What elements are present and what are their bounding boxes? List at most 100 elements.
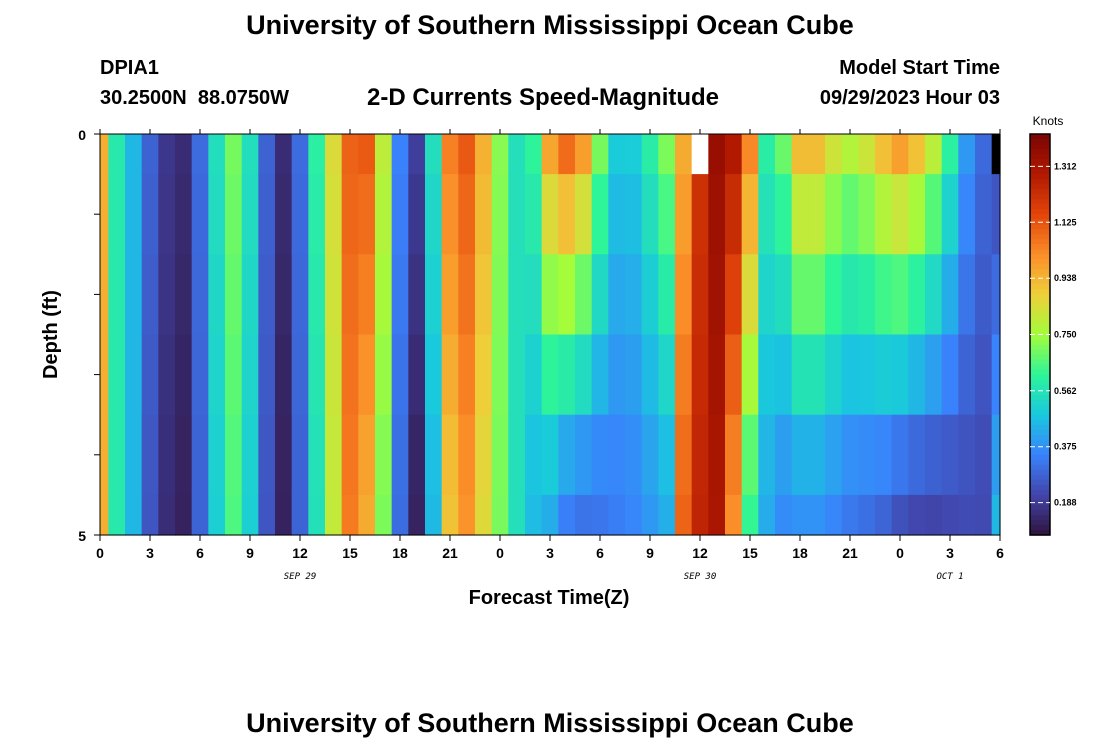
heatmap-cell: [475, 334, 493, 416]
heatmap-cell: [341, 134, 359, 175]
heatmap-cell: [225, 494, 243, 536]
heatmap-cell: [141, 494, 159, 536]
colorbar-segment: [1030, 274, 1050, 280]
heatmap-cell: [875, 414, 893, 496]
heatmap-cell: [325, 134, 343, 175]
heatmap-cell: [525, 494, 543, 536]
heatmap-cell: [125, 134, 143, 175]
heatmap-cell: [175, 134, 193, 175]
heatmap-cell: [358, 414, 376, 496]
colorbar-segment: [1030, 309, 1050, 316]
colorbar-segment: [1030, 494, 1050, 501]
heatmap-cell: [491, 414, 509, 496]
heatmap-cell: [825, 414, 843, 496]
colorbar-segment: [1030, 464, 1050, 471]
heatmap-cell: [908, 334, 926, 416]
heatmap-cell: [208, 494, 226, 536]
heatmap-cell: [691, 254, 709, 336]
heatmap-cell: [591, 494, 609, 536]
heatmap-cell: [441, 494, 459, 536]
colorbar-segment: [1030, 344, 1050, 351]
colorbar-segment: [1030, 404, 1050, 411]
heatmap-cell: [691, 414, 709, 496]
heatmap-cell: [558, 334, 576, 416]
heatmap-cell: [875, 334, 893, 416]
colorbar-title: Knots: [1033, 114, 1064, 128]
heatmap-cell: [241, 254, 259, 336]
heatmap-cell: [741, 334, 759, 416]
heatmap-cell: [208, 334, 226, 416]
heatmap-cell: [641, 334, 659, 416]
heatmap-cell: [991, 494, 1001, 536]
colorbar-segment: [1030, 224, 1050, 230]
heatmap-cell: [908, 414, 926, 496]
heatmap-cell: [441, 174, 459, 255]
y-tick-label: 5: [78, 528, 86, 544]
colorbar-segment: [1030, 439, 1050, 446]
heatmap-cell: [675, 334, 693, 416]
colorbar-segment: [1030, 354, 1050, 361]
heatmap-cell: [558, 414, 576, 496]
heatmap-cell: [708, 254, 726, 336]
heatmap-cell: [291, 334, 309, 416]
heatmap-cell: [775, 334, 793, 416]
heatmap-cell: [391, 334, 409, 416]
heatmap-cell: [675, 134, 693, 175]
heatmap-cell: [458, 334, 476, 416]
x-tick-label: 15: [742, 545, 758, 561]
heatmap-cell: [108, 134, 126, 175]
heatmap-cell: [575, 134, 593, 175]
heatmap-cell: [408, 134, 426, 175]
heatmap-cell: [258, 494, 276, 536]
heatmap-cell: [141, 334, 159, 416]
colorbar-segment: [1030, 179, 1050, 185]
heatmap-cell: [741, 494, 759, 536]
colorbar-segment: [1030, 254, 1050, 260]
heatmap-cell: [925, 334, 943, 416]
heatmap-cell: [541, 494, 559, 536]
colorbar-segment: [1030, 199, 1050, 205]
heatmap-cell: [925, 254, 943, 336]
heatmap-cell: [225, 334, 243, 416]
heatmap-cell: [100, 254, 109, 336]
colorbar-segment: [1030, 314, 1050, 321]
heatmap-cell: [508, 334, 526, 416]
heatmap-cell: [858, 494, 876, 536]
heatmap-cell: [108, 494, 126, 536]
colorbar-segment: [1030, 154, 1050, 160]
heatmap-cell: [175, 494, 193, 536]
colorbar-tick-label: 0.188: [1054, 498, 1077, 508]
heatmap-cell: [941, 334, 959, 416]
heatmap-cell: [825, 254, 843, 336]
colorbar-segment: [1030, 249, 1050, 255]
heatmap-cell: [808, 174, 826, 255]
heatmap-cell: [258, 334, 276, 416]
heatmap-cell: [775, 134, 793, 175]
heatmap-cell: [475, 174, 493, 255]
heatmap-cell: [808, 254, 826, 336]
heatmap-cell: [325, 414, 343, 496]
heatmap-cell: [658, 174, 676, 255]
heatmap-cell: [508, 414, 526, 496]
heatmap-cell: [308, 334, 326, 416]
heatmap-cell: [391, 494, 409, 536]
heatmap-cell: [391, 414, 409, 496]
heatmap-cell: [858, 254, 876, 336]
heatmap-cell: [658, 414, 676, 496]
heatmap-cell: [725, 254, 743, 336]
footer-title: University of Southern Mississippi Ocean…: [246, 708, 854, 738]
colorbar-segment: [1030, 174, 1050, 180]
heatmap-cell: [575, 174, 593, 255]
colorbar-segment: [1030, 434, 1050, 441]
colorbar-segment: [1030, 514, 1050, 521]
x-axis-title: Forecast Time(Z): [469, 587, 630, 609]
heatmap-cell: [258, 414, 276, 496]
colorbar-segment: [1030, 239, 1050, 245]
heatmap-cell: [158, 254, 176, 336]
heatmap-cell: [125, 494, 143, 536]
colorbar-tick-label: 0.562: [1054, 386, 1077, 396]
colorbar-segment: [1030, 169, 1050, 175]
heatmap-cell: [575, 254, 593, 336]
heatmap-cell: [758, 334, 776, 416]
heatmap-cell: [975, 174, 993, 255]
